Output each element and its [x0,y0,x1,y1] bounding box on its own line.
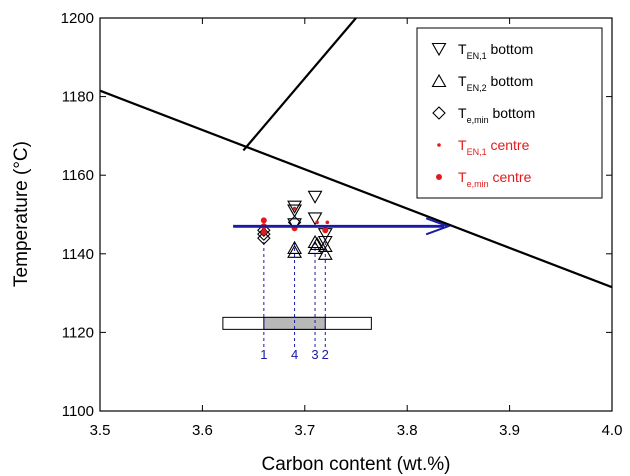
line-liquidus-graphite [242,18,357,152]
curves-layer [100,18,612,289]
point-small-dot [292,206,297,211]
y-tick-label: 1160 [62,167,94,184]
point-triangle-down [287,204,303,218]
point-dot [322,227,329,234]
point-triangle-up [309,236,325,251]
y-tick-label: 1180 [62,89,94,106]
legend-label: TEN,1 centre [458,137,530,157]
arrow-layer [233,217,452,236]
y-tick-label: 1100 [62,403,94,420]
legend-box [416,27,603,199]
guide-label-1: 4 [291,347,298,362]
legend-marker-triangle-up [431,73,447,88]
point-triangle-up [307,234,323,249]
legend-marker-diamond [432,106,446,120]
y-tick-label: 1120 [62,324,94,341]
y-tick-label: 1200 [61,10,94,27]
legend-marker-small-dot [437,143,441,147]
legend-label: TEN,2 bottom [458,73,533,93]
legend-label: TEN,1 bottom [458,41,533,61]
x-tick-label: 3.9 [499,422,520,439]
legend-marker-triangle-down [431,42,447,57]
point-triangle-up [287,240,303,254]
legend-marker-dot [436,174,442,180]
point-triangle-down [317,235,333,250]
point-triangle-up [317,238,333,252]
range-bar-layer [222,316,372,330]
plot-frame [99,17,613,412]
legend-label: Te,min bottom [458,105,535,125]
point-triangle-down [307,190,323,204]
x-tick-label: 3.7 [294,422,315,439]
x-tick-label: 3.5 [90,422,111,439]
axes-layer: 3.5 3.6 3.7 3.8 3.9 4.01100112011401160118012… [61,10,623,439]
arrow-head [425,217,452,236]
point-triangle-down [287,200,303,214]
x-tick-label: 4.0 [602,422,623,439]
point-small-dot [325,220,330,225]
x-tick-label: 3.8 [397,422,418,439]
points-layer [257,190,333,260]
y-axis-title: Temperature (°C) [11,141,32,287]
line-liquidus-austenite [100,89,612,289]
point-diamond [257,223,271,237]
point-dot [260,229,267,236]
point-dot [260,217,267,224]
x-axis-title: Carbon content (wt.%) [261,454,450,475]
guide-label-0: 1 [260,347,267,362]
point-diamond [257,231,271,245]
guide-label-2: 3 [311,347,318,362]
point-triangle-up [317,246,333,260]
legend: TEN,1 bottom TEN,2 bottom Te,min bottom TEN… [416,27,603,199]
point-diamond [257,227,271,241]
y-tick-label: 1140 [62,246,94,263]
x-tick-label: 3.6 [192,422,213,439]
legend-label: Te,min centre [458,169,532,189]
point-small-dot [315,220,319,225]
point-triangle-down [307,212,323,226]
range-bar-inner [263,316,326,330]
point-triangle-up [287,244,303,258]
guide-label-3: 2 [322,347,329,362]
